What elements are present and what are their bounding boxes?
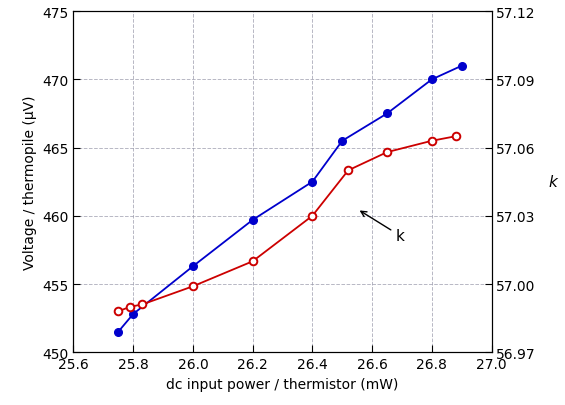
Y-axis label: Voltage / thermopile (μV): Voltage / thermopile (μV): [23, 95, 37, 269]
X-axis label: dc input power / thermistor (mW): dc input power / thermistor (mW): [166, 377, 399, 391]
Y-axis label: k: k: [548, 175, 557, 190]
Text: k: k: [361, 212, 405, 244]
